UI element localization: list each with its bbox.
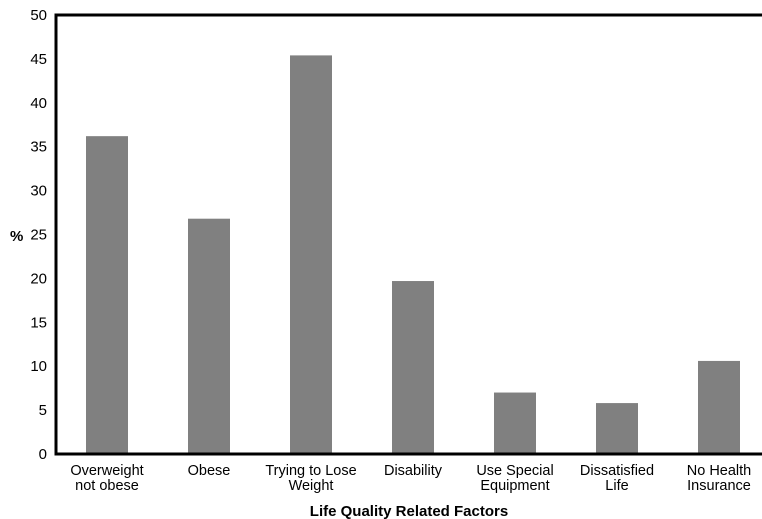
x-category-label: Disability [384,463,443,479]
y-tick-label: 5 [39,402,47,419]
bar [290,55,332,454]
x-category-label-line: Life [605,478,628,494]
y-tick-labels-group: 0 5 10 15 20 25 30 35 40 45 50 [30,7,47,463]
y-tick-label: 20 [30,270,47,287]
x-category-label-line: not obese [75,478,139,494]
bar [596,403,638,454]
x-category-labels-group: Overweight not obese Obese Trying to Lose We… [70,463,751,494]
bar [188,218,230,454]
x-category-label-line: Obese [188,463,231,479]
y-tick-label: 15 [30,314,47,331]
bar [494,392,536,454]
bar [698,360,740,454]
x-category-label: Overweight not obese [70,463,143,494]
x-category-label-line: Trying to Lose [265,463,356,479]
x-category-label-line: Weight [289,478,334,494]
x-category-label: Use Special Equipment [476,463,553,494]
x-category-label: No Health Insurance [687,463,751,494]
x-category-label: Dissatisfied Life [580,463,654,494]
x-category-label-line: Overweight [70,463,143,479]
y-tick-label: 0 [39,446,47,463]
y-tick-label: 25 [30,227,47,244]
bars-group [86,55,740,454]
x-category-label-line: No Health [687,463,751,479]
x-category-label-line: Insurance [687,478,751,494]
axes-group [54,13,762,456]
x-axis-title: Life Quality Related Factors [310,503,508,519]
x-category-label-line: Dissatisfied [580,463,654,479]
y-tick-label: 10 [30,358,47,375]
bar [86,136,128,454]
y-tick-label: 35 [30,139,47,156]
x-category-label: Obese [188,463,231,479]
bar [392,281,434,454]
y-tick-label: 40 [30,95,47,112]
x-category-label-line: Use Special [476,463,553,479]
x-category-label-line: Equipment [480,478,549,494]
y-tick-label: 45 [30,51,47,68]
x-category-label: Trying to Lose Weight [265,463,356,494]
y-tick-label: 50 [30,7,47,24]
y-tick-label: 30 [30,183,47,200]
y-axis-title: % [10,228,23,245]
x-category-label-line: Disability [384,463,443,479]
